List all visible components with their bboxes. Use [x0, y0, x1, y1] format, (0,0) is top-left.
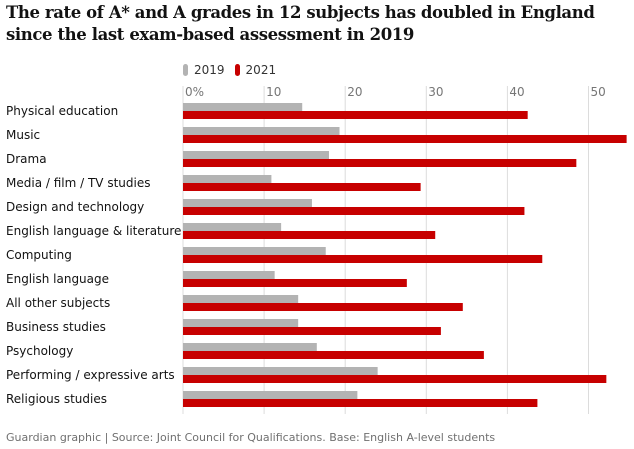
bar-chart: 0% 10 20 30 40 50 Physical education Music Drama… — [6, 85, 627, 414]
x-tick-label: 50 — [591, 85, 606, 99]
legend-swatch-2019 — [183, 64, 188, 76]
bar-2021 — [183, 327, 441, 335]
x-tick-label: 0% — [185, 85, 204, 99]
bar-2021 — [183, 183, 421, 191]
bar-2019 — [183, 343, 317, 351]
bar-2019 — [183, 295, 299, 303]
category-label: Media / film / TV studies — [6, 176, 150, 190]
category-label: Drama — [6, 152, 47, 166]
bar-2021 — [183, 207, 525, 215]
bar-2019 — [183, 151, 329, 159]
bar-2021 — [183, 399, 538, 407]
legend-label-2021: 2021 — [245, 63, 277, 77]
bar-2019 — [183, 127, 340, 135]
legend-label-2019: 2019 — [194, 63, 225, 77]
category-label: Religious studies — [6, 392, 107, 406]
x-tick-label: 10 — [266, 85, 281, 99]
category-label: English language — [6, 272, 109, 286]
category-label: All other subjects — [6, 296, 110, 310]
bar-2021 — [183, 375, 607, 383]
legend-item-2021: 2021 — [234, 63, 277, 77]
category-label: Performing / expressive arts — [6, 368, 175, 382]
bar-2021 — [183, 111, 528, 119]
bar-2021 — [183, 279, 407, 287]
bar-2019 — [183, 367, 378, 375]
legend-item-2019: 2019 — [183, 63, 225, 77]
bar-2021 — [183, 231, 436, 239]
bar-2019 — [183, 103, 303, 111]
bar-2019 — [183, 319, 299, 327]
bar-2019 — [183, 271, 275, 279]
category-label: English language & literature — [6, 224, 181, 238]
bar-2019 — [183, 199, 312, 207]
chart-title: The rate of A* and A grades in 12 subjec… — [6, 3, 595, 44]
category-label: Design and technology — [6, 200, 144, 214]
category-label: Physical education — [6, 104, 118, 118]
bar-2021 — [183, 159, 577, 167]
bar-2021 — [183, 135, 627, 143]
legend: 2019 2021 — [183, 63, 286, 77]
source-footer: Guardian graphic | Source: Joint Council… — [6, 431, 496, 444]
bar-2021 — [183, 255, 543, 263]
legend-swatch-2021 — [234, 64, 240, 76]
bar-2019 — [183, 223, 282, 231]
bar-2019 — [183, 247, 326, 255]
category-label: Computing — [6, 248, 72, 262]
bar-2021 — [183, 351, 484, 359]
category-label: Music — [6, 128, 40, 142]
category-label: Business studies — [6, 320, 106, 334]
bar-2019 — [183, 391, 358, 399]
category-label: Psychology — [6, 344, 73, 358]
bar-2019 — [183, 175, 272, 183]
x-tick-label: 20 — [347, 85, 362, 99]
bar-2021 — [183, 303, 463, 311]
x-tick-label: 30 — [428, 85, 443, 99]
x-tick-label: 40 — [509, 85, 524, 99]
